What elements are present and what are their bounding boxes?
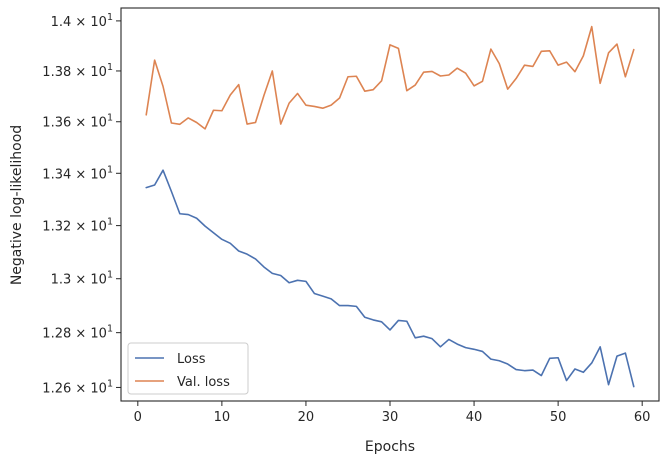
x-tick-label: 40 (466, 410, 483, 425)
y-tick-label: 1.36 × 101 (42, 113, 113, 131)
x-tick-label: 20 (298, 410, 315, 425)
y-tick-label: 1.28 × 101 (42, 324, 113, 342)
x-tick-label: 30 (382, 410, 399, 425)
y-tick-label: 1.4 × 101 (51, 12, 113, 30)
legend-label-val-loss: Val. loss (177, 375, 230, 390)
series-layer (145, 25, 635, 388)
x-axis-label: Epochs (365, 439, 415, 455)
y-tick-label: 1.26 × 101 (42, 378, 113, 396)
x-tick-label: 0 (134, 410, 142, 425)
x-tick-label: 60 (634, 410, 651, 425)
plot-area (121, 8, 659, 401)
y-tick-label: 1.38 × 101 (42, 62, 113, 80)
legend: Loss Val. loss (127, 342, 249, 395)
x-axis: 0 10 20 30 40 50 60 (134, 401, 651, 425)
y-tick-label: 1.3 × 101 (51, 270, 113, 288)
y-tick-label: 1.34 × 101 (42, 164, 113, 182)
y-tick-label: 1.32 × 101 (42, 217, 113, 235)
y-axis-label: Negative log-likelihood (9, 125, 25, 285)
series-line-loss (145, 169, 635, 388)
legend-label-loss: Loss (177, 352, 206, 367)
series-line-val-loss (145, 25, 635, 130)
y-axis: 1.26 × 101 1.28 × 101 1.3 × 101 1.32 × 101 1… (42, 12, 121, 396)
x-tick-label: 50 (550, 410, 567, 425)
x-tick-label: 10 (214, 410, 231, 425)
